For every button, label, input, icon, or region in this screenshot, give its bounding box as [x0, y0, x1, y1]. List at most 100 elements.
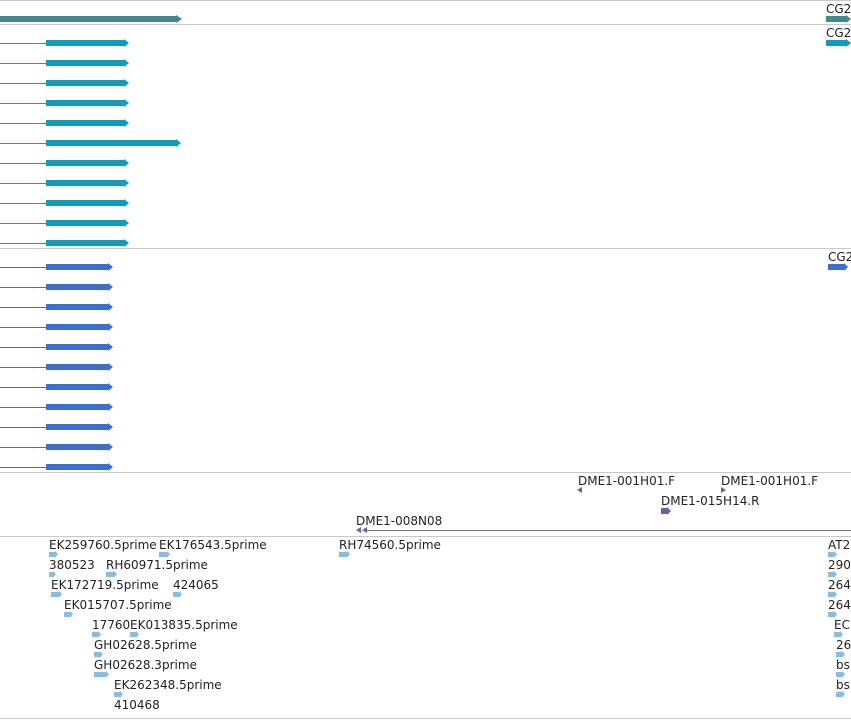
- bac-end-feature[interactable]: [661, 508, 667, 514]
- exon-block: [46, 200, 124, 206]
- cds-block: [46, 444, 108, 450]
- est-feature[interactable]: [828, 612, 834, 617]
- strand-arrow-icon: [347, 551, 350, 558]
- exon-block: [46, 240, 124, 246]
- strand-arrow-icon: [108, 263, 113, 271]
- cds-feature[interactable]: [0, 262, 851, 272]
- strand-arrow-icon: [108, 423, 113, 431]
- gene-feature[interactable]: [826, 16, 846, 22]
- est-feature[interactable]: [836, 672, 842, 677]
- gene-feature[interactable]: [0, 16, 176, 22]
- cds-block: [46, 384, 108, 390]
- strand-arrow-icon: [167, 551, 170, 558]
- strand-arrow-icon: [176, 139, 181, 147]
- cds-block: [46, 344, 108, 350]
- strand-arrow-icon: [179, 591, 182, 598]
- est-feature[interactable]: [49, 572, 53, 577]
- strand-arrow-icon: [842, 651, 845, 658]
- transcript-feature[interactable]: [0, 98, 851, 108]
- intron-line: [0, 243, 46, 244]
- est-feature[interactable]: [834, 632, 840, 637]
- transcript-feature[interactable]: [0, 118, 851, 128]
- cds-block: [46, 364, 108, 370]
- cds-feature[interactable]: [0, 402, 851, 412]
- intron-line: [0, 387, 46, 388]
- strand-arrow-icon: [108, 283, 113, 291]
- exon-block: [46, 160, 124, 166]
- bac-span-line[interactable]: [366, 530, 851, 531]
- transcript-feature[interactable]: [0, 138, 851, 148]
- bac-end-minus-icon[interactable]: [362, 527, 367, 533]
- est-feature[interactable]: [94, 672, 106, 677]
- cds-block: [46, 464, 108, 470]
- transcript-feature[interactable]: [0, 58, 851, 68]
- cds-feature[interactable]: [0, 382, 851, 392]
- est-label: 290: [828, 558, 851, 572]
- cds-feature[interactable]: [0, 362, 851, 372]
- est-feature[interactable]: [173, 592, 179, 597]
- transcript-feature[interactable]: [0, 198, 851, 208]
- est-feature[interactable]: [828, 592, 834, 597]
- est-feature[interactable]: [130, 632, 136, 637]
- transcript-track: CG2: [0, 24, 851, 248]
- est-feature[interactable]: [828, 572, 834, 577]
- est-feature[interactable]: [339, 552, 347, 557]
- est-feature[interactable]: [49, 552, 55, 557]
- strand-arrow-icon: [108, 403, 113, 411]
- est-label: 264: [828, 578, 851, 592]
- transcript-feature[interactable]: [0, 158, 851, 168]
- bac-end-label: DME1-008N08: [356, 514, 443, 528]
- est-feature[interactable]: [836, 652, 842, 657]
- exon-block: [826, 40, 846, 46]
- est-feature[interactable]: [64, 612, 70, 617]
- transcript-feature[interactable]: [0, 38, 851, 48]
- track-separator: [0, 0, 851, 1]
- cds-feature[interactable]: [0, 302, 851, 312]
- cds-feature[interactable]: [0, 322, 851, 332]
- cds-feature[interactable]: [0, 442, 851, 452]
- est-feature[interactable]: [106, 572, 114, 577]
- strand-arrow-icon: [53, 571, 56, 578]
- cds-feature[interactable]: [0, 342, 851, 352]
- est-feature[interactable]: [114, 692, 120, 697]
- cds-feature[interactable]: [0, 282, 851, 292]
- strand-arrow-icon: [70, 611, 73, 618]
- exon-block: [46, 180, 124, 186]
- est-label: EK259760.5prime: [49, 538, 157, 552]
- bac-end-plus-icon[interactable]: [721, 487, 726, 493]
- strand-arrow-icon: [108, 443, 113, 451]
- strand-arrow-icon: [108, 343, 113, 351]
- est-label: AT2: [828, 538, 851, 552]
- cds-feature[interactable]: [0, 422, 851, 432]
- est-feature[interactable]: [828, 552, 834, 557]
- transcript-feature[interactable]: [0, 78, 851, 88]
- strand-arrow-icon: [108, 383, 113, 391]
- est-feature[interactable]: [94, 652, 100, 657]
- est-label: EC: [834, 618, 850, 632]
- cds-feature[interactable]: [0, 462, 851, 472]
- intron-line: [0, 63, 46, 64]
- bac-end-track: DME1-001H01.F DME1-001H01.F DME1-015H14.…: [0, 472, 851, 536]
- intron-line: [0, 83, 46, 84]
- strand-arrow-icon: [136, 631, 139, 638]
- est-label: 424065: [173, 578, 219, 592]
- est-label: GH02628.5prime: [94, 638, 197, 652]
- bac-end-minus-icon[interactable]: [356, 527, 361, 533]
- intron-line: [0, 183, 46, 184]
- est-feature[interactable]: [159, 552, 167, 557]
- transcript-feature[interactable]: [0, 238, 851, 248]
- gene-track: CG2: [0, 0, 851, 24]
- est-feature[interactable]: [836, 692, 842, 697]
- est-feature[interactable]: [92, 632, 98, 637]
- transcript-feature[interactable]: [0, 178, 851, 188]
- intron-line: [0, 327, 46, 328]
- est-label: bs: [836, 658, 850, 672]
- strand-arrow-icon: [124, 159, 129, 167]
- bac-end-minus-icon[interactable]: [577, 487, 582, 493]
- est-feature[interactable]: [51, 592, 59, 597]
- exon-block: [46, 60, 124, 66]
- cds-block: [46, 324, 108, 330]
- cds-block: [46, 404, 108, 410]
- transcript-feature[interactable]: [0, 218, 851, 228]
